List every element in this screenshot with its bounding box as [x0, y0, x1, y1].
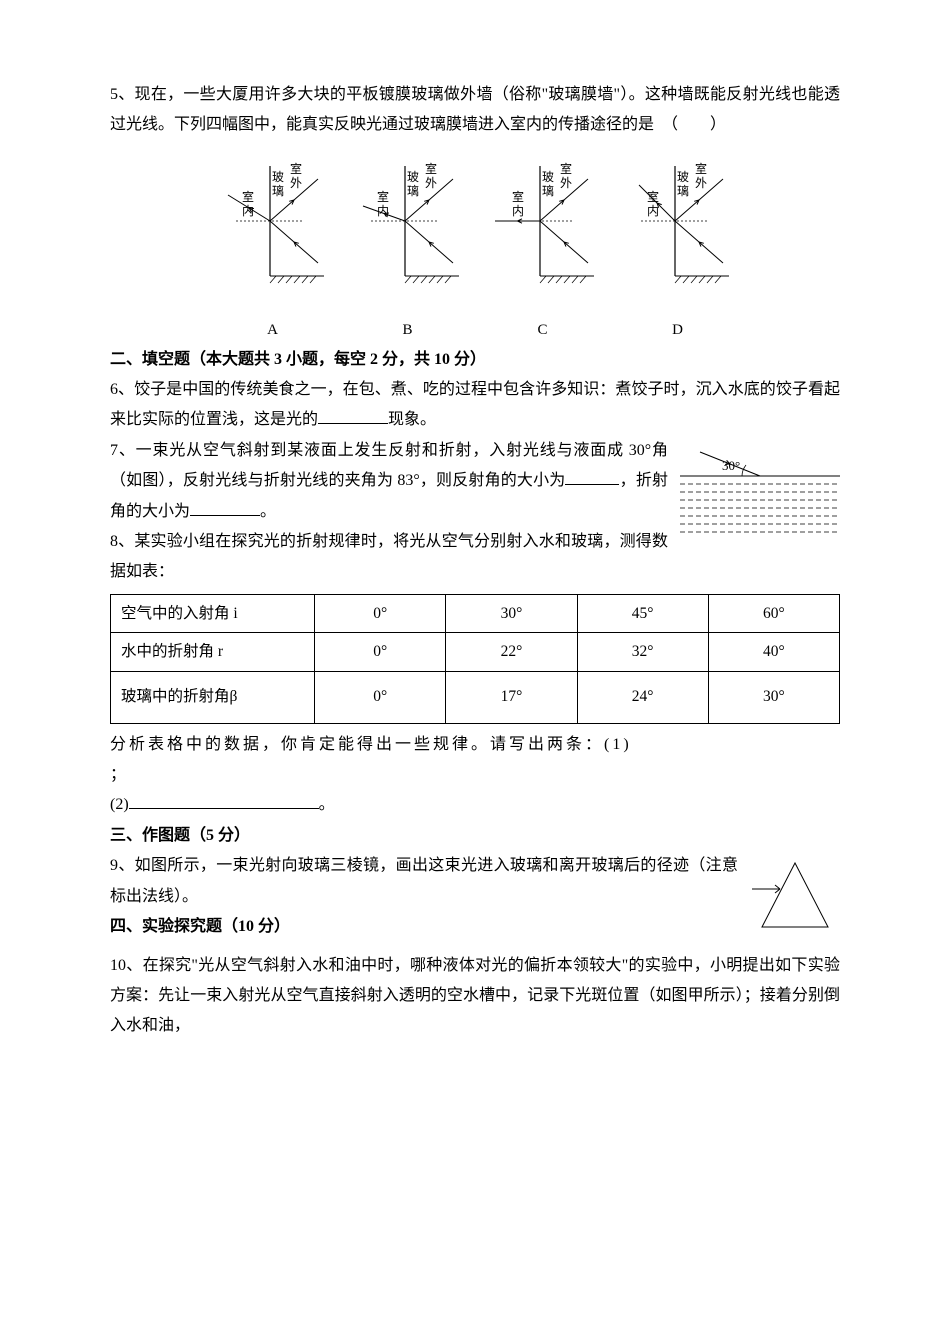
svg-text:外: 外 — [695, 176, 707, 190]
q8-part2-prefix: (2) — [110, 796, 129, 813]
svg-text:璃: 璃 — [542, 184, 554, 198]
table-cell: 60° — [708, 594, 839, 632]
svg-text:内: 内 — [512, 204, 524, 218]
q10-text: 10、在探究"光从空气斜射入水和油中时，哪种液体对光的偏折本领较大"的实验中，小… — [110, 951, 840, 1042]
q6-blank — [318, 407, 388, 424]
q5-diagram: 室内玻璃室外室内玻璃室外室内玻璃室外室内玻璃室外 — [205, 151, 745, 301]
svg-text:室: 室 — [695, 161, 707, 176]
svg-text:玻: 玻 — [542, 170, 554, 184]
table-cell: 玻璃中的折射角β — [111, 671, 315, 723]
q5-text: 5、现在，一些大厦用许多大块的平板镀膜玻璃做外墙（俗称"玻璃膜墙"）。这种墙既能… — [110, 80, 840, 141]
svg-text:玻: 玻 — [677, 170, 689, 184]
section3-title: 三、作图题（5 分） — [110, 821, 840, 851]
q7-suffix: 。 — [260, 503, 276, 520]
table-cell: 22° — [446, 633, 577, 671]
q8-after-prefix: 分析表格中的数据，你肯定能得出一些规律。请写出两条：(1) — [110, 736, 632, 753]
q9-text: 9、如图所示，一束光射向玻璃三棱镜，画出这束光进入玻璃和离开玻璃后的径迹（注意标… — [110, 851, 840, 912]
q8-table: 空气中的入射角 i0°30°45°60°水中的折射角 r0°22°32°40°玻… — [110, 594, 840, 724]
svg-text:璃: 璃 — [272, 184, 284, 198]
svg-text:室: 室 — [512, 189, 524, 204]
table-cell: 0° — [315, 594, 446, 632]
svg-text:30°: 30° — [722, 458, 740, 473]
svg-text:室: 室 — [377, 189, 389, 204]
q9-diagram — [750, 855, 840, 935]
svg-text:室: 室 — [290, 161, 302, 176]
svg-text:外: 外 — [425, 176, 437, 190]
svg-text:璃: 璃 — [677, 184, 689, 198]
svg-text:室: 室 — [425, 161, 437, 176]
svg-text:内: 内 — [377, 204, 389, 218]
table-cell: 0° — [315, 671, 446, 723]
q8-part2-suffix: 。 — [319, 796, 335, 813]
section2-title: 二、填空题（本大题共 3 小题，每空 2 分，共 10 分） — [110, 345, 840, 375]
q8-semicolon: ； — [110, 760, 840, 790]
table-cell: 17° — [446, 671, 577, 723]
q6: 6、饺子是中国的传统美食之一，在包、煮、吃的过程中包含许多知识：煮饺子时，沉入水… — [110, 375, 840, 436]
q8-blank2 — [129, 792, 319, 809]
svg-text:玻: 玻 — [407, 170, 419, 184]
svg-text:室: 室 — [560, 161, 572, 176]
table-cell: 水中的折射角 r — [111, 633, 315, 671]
table-cell: 24° — [577, 671, 708, 723]
svg-text:璃: 璃 — [407, 184, 419, 198]
section4-title: 四、实验探究题（10 分） — [110, 912, 840, 951]
q8-analysis-2: (2) 。 — [110, 790, 840, 820]
svg-text:内: 内 — [647, 204, 659, 218]
table-cell: 空气中的入射角 i — [111, 594, 315, 632]
svg-text:外: 外 — [290, 176, 302, 190]
q7-blank2 — [190, 499, 260, 516]
table-cell: 45° — [577, 594, 708, 632]
q7-diagram: 30° — [680, 442, 840, 542]
table-cell: 0° — [315, 633, 446, 671]
svg-text:玻: 玻 — [272, 170, 284, 184]
q7-figure: 30° — [680, 442, 840, 553]
svg-text:内: 内 — [242, 204, 254, 218]
q6-suffix: 现象。 — [388, 411, 436, 428]
table-cell: 30° — [708, 671, 839, 723]
table-cell: 30° — [446, 594, 577, 632]
table-cell: 32° — [577, 633, 708, 671]
svg-text:室: 室 — [242, 189, 254, 204]
q6-prefix: 6、饺子是中国的传统美食之一，在包、煮、吃的过程中包含许多知识：煮饺子时，沉入水… — [110, 381, 840, 428]
svg-text:外: 外 — [560, 176, 572, 190]
svg-text:室: 室 — [647, 189, 659, 204]
q5-figure: 室内玻璃室外室内玻璃室外室内玻璃室外室内玻璃室外 — [110, 151, 840, 312]
table-cell: 40° — [708, 633, 839, 671]
q9-figure — [750, 855, 840, 946]
q8-analysis-1: 分析表格中的数据，你肯定能得出一些规律。请写出两条：(1) — [110, 730, 840, 760]
q5-letters: ABCD — [205, 316, 745, 345]
q7-blank1 — [565, 468, 619, 485]
